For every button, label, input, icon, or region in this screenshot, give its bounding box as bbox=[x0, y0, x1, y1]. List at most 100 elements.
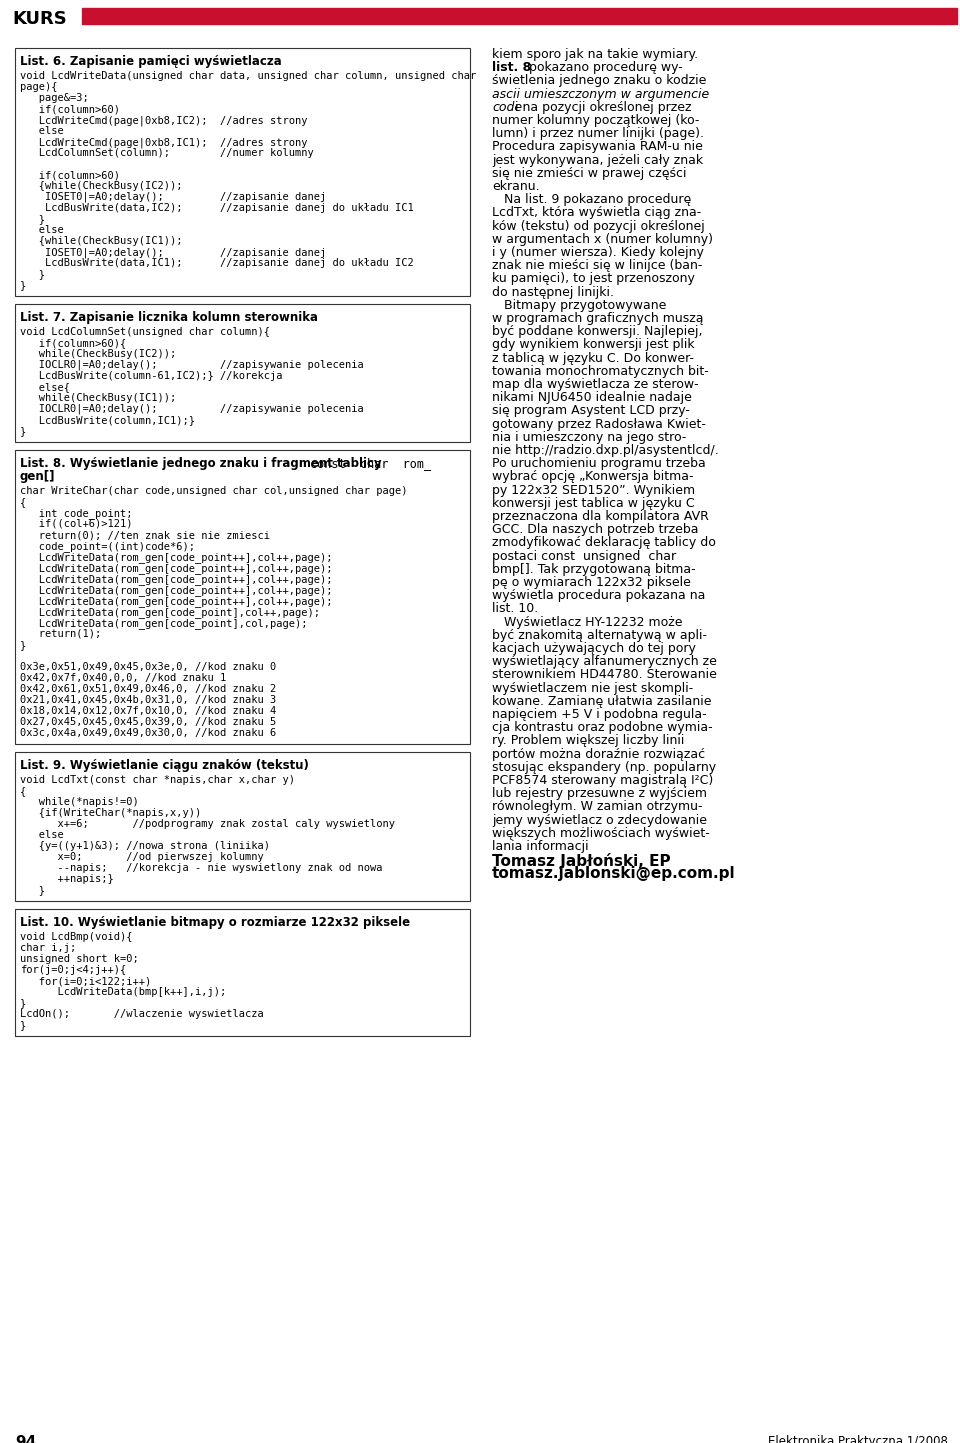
Text: List. 8. Wyświetlanie jednego znaku i fragment tablicy: List. 8. Wyświetlanie jednego znaku i fr… bbox=[20, 457, 386, 470]
Text: return(1);: return(1); bbox=[20, 629, 101, 639]
Text: stosując ekspandery (np. popularny: stosując ekspandery (np. popularny bbox=[492, 760, 716, 773]
Text: być znakomitą alternatywą w apli-: być znakomitą alternatywą w apli- bbox=[492, 629, 707, 642]
Text: page&=3;: page&=3; bbox=[20, 92, 88, 102]
Text: konwersji jest tablica w języku C: konwersji jest tablica w języku C bbox=[492, 496, 695, 509]
Text: kowane. Zamianę ułatwia zasilanie: kowane. Zamianę ułatwia zasilanie bbox=[492, 694, 711, 709]
Text: 0x27,0x45,0x45,0x45,0x39,0, //kod znaku 5: 0x27,0x45,0x45,0x45,0x39,0, //kod znaku … bbox=[20, 717, 276, 727]
Text: PCF8574 sterowany magistralą I²C): PCF8574 sterowany magistralą I²C) bbox=[492, 773, 713, 786]
Text: {: { bbox=[20, 786, 26, 797]
Text: LcdTxt, która wyświetla ciąg zna-: LcdTxt, która wyświetla ciąg zna- bbox=[492, 206, 701, 219]
Text: void LcdColumnSet(unsigned char column){: void LcdColumnSet(unsigned char column){ bbox=[20, 328, 270, 338]
Text: portów można doraźnie rozwiązać: portów można doraźnie rozwiązać bbox=[492, 747, 706, 760]
Text: for(i=0;i<122;i++): for(i=0;i<122;i++) bbox=[20, 975, 152, 986]
Text: numer kolumny początkowej (ko-: numer kolumny początkowej (ko- bbox=[492, 114, 700, 127]
Text: LcdWriteData(rom_gen[code_point],col++,page);: LcdWriteData(rom_gen[code_point],col++,p… bbox=[20, 608, 320, 618]
Text: 0x42,0x7f,0x40,0,0, //kod znaku 1: 0x42,0x7f,0x40,0,0, //kod znaku 1 bbox=[20, 672, 227, 683]
Text: gdy wynikiem konwersji jest plik: gdy wynikiem konwersji jest plik bbox=[492, 339, 695, 352]
Bar bbox=[82, 9, 957, 25]
Text: LcdWriteData(rom_gen[code_point++],col++,page);: LcdWriteData(rom_gen[code_point++],col++… bbox=[20, 563, 332, 574]
Text: py 122x32 SED1520”. Wynikiem: py 122x32 SED1520”. Wynikiem bbox=[492, 483, 695, 496]
Text: else: else bbox=[20, 225, 63, 235]
Text: }: } bbox=[20, 426, 26, 436]
Text: ascii umieszczonym w argumencie: ascii umieszczonym w argumencie bbox=[492, 88, 709, 101]
Text: do następnej linijki.: do następnej linijki. bbox=[492, 286, 614, 299]
Text: lub rejestry przesuwne z wyjściem: lub rejestry przesuwne z wyjściem bbox=[492, 788, 707, 801]
Text: przeznaczona dla kompilatora AVR: przeznaczona dla kompilatora AVR bbox=[492, 509, 708, 522]
Text: LcdBusWrite(column-61,IC2);} //korekcja: LcdBusWrite(column-61,IC2);} //korekcja bbox=[20, 371, 282, 381]
Text: if(column>60): if(column>60) bbox=[20, 104, 120, 114]
Text: w programach graficznych muszą: w programach graficznych muszą bbox=[492, 312, 704, 325]
Text: być poddane konwersji. Najlepiej,: być poddane konwersji. Najlepiej, bbox=[492, 325, 703, 338]
Text: pokazano procedurę wy-: pokazano procedurę wy- bbox=[525, 61, 683, 74]
Text: lumn) i przez numer linijki (page).: lumn) i przez numer linijki (page). bbox=[492, 127, 704, 140]
Text: else{: else{ bbox=[20, 382, 70, 392]
Text: kiem sporo jak na takie wymiary.: kiem sporo jak na takie wymiary. bbox=[492, 48, 698, 61]
Text: void LcdTxt(const char *napis,char x,char y): void LcdTxt(const char *napis,char x,cha… bbox=[20, 775, 295, 785]
Text: LcdBusWrite(data,IC1);      //zapisanie danej do układu IC2: LcdBusWrite(data,IC1); //zapisanie danej… bbox=[20, 258, 414, 268]
Bar bbox=[15, 450, 470, 745]
Text: równoległym. W zamian otrzymu-: równoległym. W zamian otrzymu- bbox=[492, 801, 703, 814]
Text: list. 10.: list. 10. bbox=[492, 602, 539, 615]
Text: if(column>60){: if(column>60){ bbox=[20, 338, 127, 348]
Text: LcdBusWrite(column,IC1);}: LcdBusWrite(column,IC1);} bbox=[20, 416, 195, 426]
Text: --napis;   //korekcja - nie wyswietlony znak od nowa: --napis; //korekcja - nie wyswietlony zn… bbox=[20, 863, 382, 873]
Text: LcdWriteCmd(page|0xb8,IC1);  //adres strony: LcdWriteCmd(page|0xb8,IC1); //adres stro… bbox=[20, 137, 307, 147]
Text: LcdWriteCmd(page|0xb8,IC2);  //adres strony: LcdWriteCmd(page|0xb8,IC2); //adres stro… bbox=[20, 115, 307, 126]
Text: else: else bbox=[20, 830, 63, 840]
Text: LcdWriteData(rom_gen[code_point],col,page);: LcdWriteData(rom_gen[code_point],col,pag… bbox=[20, 618, 307, 629]
Text: }: } bbox=[20, 280, 26, 290]
Text: sterownikiem HD44780. Sterowanie: sterownikiem HD44780. Sterowanie bbox=[492, 668, 717, 681]
Text: List. 6. Zapisanie pamięci wyświetlacza: List. 6. Zapisanie pamięci wyświetlacza bbox=[20, 55, 281, 68]
Text: 0x3c,0x4a,0x49,0x49,0x30,0, //kod znaku 6: 0x3c,0x4a,0x49,0x49,0x30,0, //kod znaku … bbox=[20, 729, 276, 737]
Text: void LcdBmp(void){: void LcdBmp(void){ bbox=[20, 932, 132, 942]
Text: LcdWriteData(bmp[k++],i,j);: LcdWriteData(bmp[k++],i,j); bbox=[20, 987, 227, 997]
Text: się nie zmieści w prawej części: się nie zmieści w prawej części bbox=[492, 167, 686, 180]
Text: jest wykonywana, jeżeli cały znak: jest wykonywana, jeżeli cały znak bbox=[492, 153, 703, 166]
Text: 0x3e,0x51,0x49,0x45,0x3e,0, //kod znaku 0: 0x3e,0x51,0x49,0x45,0x3e,0, //kod znaku … bbox=[20, 662, 276, 672]
Bar bbox=[15, 48, 470, 296]
Text: wybrać opcję „Konwersja bitma-: wybrać opcję „Konwersja bitma- bbox=[492, 470, 693, 483]
Text: 0x21,0x41,0x45,0x4b,0x31,0, //kod znaku 3: 0x21,0x41,0x45,0x4b,0x31,0, //kod znaku … bbox=[20, 696, 276, 706]
Text: 0x18,0x14,0x12,0x7f,0x10,0, //kod znaku 4: 0x18,0x14,0x12,0x7f,0x10,0, //kod znaku … bbox=[20, 706, 276, 716]
Text: if(column>60): if(column>60) bbox=[20, 170, 120, 180]
Text: z tablicą w języku C. Do konwer-: z tablicą w języku C. Do konwer- bbox=[492, 352, 694, 365]
Text: x+=6;       //podprogramy znak zostal caly wyswietlony: x+=6; //podprogramy znak zostal caly wys… bbox=[20, 820, 395, 828]
Text: LcdWriteData(rom_gen[code_point++],col++,page);: LcdWriteData(rom_gen[code_point++],col++… bbox=[20, 553, 332, 563]
Text: lania informacji: lania informacji bbox=[492, 840, 588, 853]
Text: }: } bbox=[20, 214, 45, 224]
Text: i y (numer wiersza). Kiedy kolejny: i y (numer wiersza). Kiedy kolejny bbox=[492, 245, 704, 258]
Text: code: code bbox=[492, 101, 522, 114]
Text: ekranu.: ekranu. bbox=[492, 180, 540, 193]
Text: gen[]: gen[] bbox=[20, 470, 56, 483]
Text: list. 8: list. 8 bbox=[492, 61, 531, 74]
Text: while(CheckBusy(IC1));: while(CheckBusy(IC1)); bbox=[20, 392, 177, 403]
Text: tomasz.jablonski@ep.com.pl: tomasz.jablonski@ep.com.pl bbox=[492, 866, 735, 882]
Text: return(0); //ten znak sie nie zmiesci: return(0); //ten znak sie nie zmiesci bbox=[20, 530, 270, 540]
Text: cja kontrastu oraz podobne wymia-: cja kontrastu oraz podobne wymia- bbox=[492, 722, 712, 734]
Text: znak nie mieści się w linijce (ban-: znak nie mieści się w linijce (ban- bbox=[492, 260, 703, 273]
Bar bbox=[15, 304, 470, 442]
Text: jemy wyświetlacz o zdecydowanie: jemy wyświetlacz o zdecydowanie bbox=[492, 814, 707, 827]
Text: LcdWriteData(rom_gen[code_point++],col++,page);: LcdWriteData(rom_gen[code_point++],col++… bbox=[20, 574, 332, 584]
Text: napięciem +5 V i podobna regula-: napięciem +5 V i podobna regula- bbox=[492, 709, 707, 722]
Text: IOSET0|=A0;delay();         //zapisanie danej: IOSET0|=A0;delay(); //zapisanie danej bbox=[20, 247, 326, 257]
Text: }: } bbox=[20, 885, 45, 895]
Text: gotowany przez Radosława Kwiet-: gotowany przez Radosława Kwiet- bbox=[492, 417, 706, 430]
Text: 94: 94 bbox=[15, 1434, 36, 1443]
Text: ++napis;}: ++napis;} bbox=[20, 874, 113, 885]
Text: char WriteChar(char code,unsigned char col,unsigned char page): char WriteChar(char code,unsigned char c… bbox=[20, 486, 407, 496]
Text: postaci const  unsigned  char: postaci const unsigned char bbox=[492, 550, 676, 563]
Text: świetlenia jednego znaku o kodzie: świetlenia jednego znaku o kodzie bbox=[492, 75, 707, 88]
Text: Elektronika Praktyczna 1/2008: Elektronika Praktyczna 1/2008 bbox=[768, 1434, 948, 1443]
Text: Po uruchomieniu programu trzeba: Po uruchomieniu programu trzeba bbox=[492, 457, 706, 470]
Text: GCC. Dla naszych potrzeb trzeba: GCC. Dla naszych potrzeb trzeba bbox=[492, 524, 699, 537]
Text: LcdWriteData(rom_gen[code_point++],col++,page);: LcdWriteData(rom_gen[code_point++],col++… bbox=[20, 584, 332, 596]
Text: i na pozycji określonej przez: i na pozycji określonej przez bbox=[511, 101, 691, 114]
Text: }: } bbox=[20, 999, 26, 1009]
Text: wyświetla procedura pokazana na: wyświetla procedura pokazana na bbox=[492, 589, 706, 602]
Text: kacjach używających do tej pory: kacjach używających do tej pory bbox=[492, 642, 696, 655]
Text: towania monochromatycznych bit-: towania monochromatycznych bit- bbox=[492, 365, 708, 378]
Text: nikami NJU6450 idealnie nadaje: nikami NJU6450 idealnie nadaje bbox=[492, 391, 692, 404]
Text: Na list. 9 pokazano procedurę: Na list. 9 pokazano procedurę bbox=[492, 193, 691, 206]
Text: List. 9. Wyświetlanie ciągu znaków (tekstu): List. 9. Wyświetlanie ciągu znaków (teks… bbox=[20, 759, 309, 772]
